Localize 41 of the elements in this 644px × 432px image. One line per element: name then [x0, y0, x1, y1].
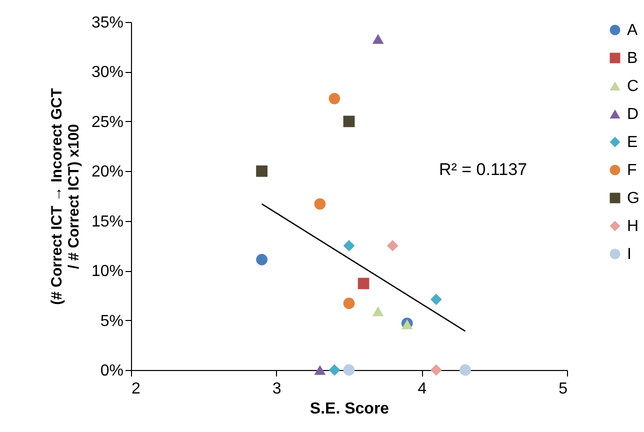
y-tick-label: 5%	[100, 312, 124, 330]
point	[430, 294, 442, 306]
y-tick-label: 25%	[91, 114, 124, 131]
point	[328, 92, 340, 104]
y-tick-label: 20%	[91, 164, 124, 181]
point	[430, 364, 442, 376]
point	[343, 298, 355, 310]
legend-label: I	[627, 246, 632, 263]
legend-label: H	[627, 218, 639, 235]
point	[328, 364, 340, 376]
x-axis-title: S.E. Score	[310, 400, 390, 418]
legend-label: C	[627, 78, 639, 95]
point	[343, 240, 355, 252]
legend-label: A	[627, 22, 638, 39]
y-tick-label: 0%	[100, 362, 124, 380]
point	[314, 198, 326, 210]
y-axis-title: (# Correct ICT → Incorect GCT / # Correct ICT) x100	[48, 88, 82, 305]
legend-label: B	[627, 50, 638, 67]
y-tick-label: 35%	[91, 14, 124, 32]
y-tick-label: 10%	[91, 263, 124, 280]
point	[343, 116, 355, 128]
point	[256, 165, 268, 177]
legend-label: G	[627, 190, 640, 207]
point	[386, 240, 398, 252]
legend-label: F	[627, 162, 637, 179]
point	[460, 364, 471, 376]
point	[358, 278, 370, 290]
point	[256, 254, 268, 266]
point	[372, 306, 384, 316]
x-tick-label: 2	[132, 380, 140, 398]
y-tick-label: 30%	[91, 64, 124, 82]
legend-label: E	[627, 134, 638, 151]
point	[314, 365, 326, 375]
x-tick-label: 4	[418, 380, 427, 398]
x-tick-label: 5	[558, 380, 568, 398]
x-tick-label: 3	[272, 380, 282, 398]
annotation: R² = 0.1137	[439, 160, 528, 179]
y-tick-label: 15%	[91, 213, 124, 230]
point	[372, 34, 384, 44]
legend-label: D	[627, 106, 639, 123]
point	[343, 364, 355, 376]
